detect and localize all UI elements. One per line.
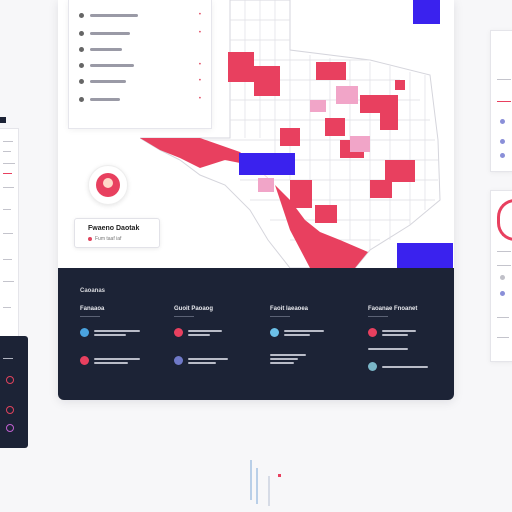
target-icon bbox=[368, 328, 377, 337]
list-item-badge: • bbox=[198, 12, 201, 18]
footer-link[interactable] bbox=[270, 354, 306, 364]
footer-link[interactable] bbox=[368, 328, 416, 337]
list-item-icon bbox=[79, 96, 84, 102]
list-item[interactable]: • bbox=[79, 94, 201, 104]
list-item[interactable]: • bbox=[79, 76, 201, 86]
county-fills-highlight bbox=[239, 153, 453, 268]
footer-title: Caoanas bbox=[80, 288, 106, 294]
list-item-badge: • bbox=[198, 96, 201, 102]
record-icon[interactable] bbox=[6, 376, 14, 384]
list-item[interactable]: • bbox=[79, 60, 201, 70]
bottom-mark bbox=[268, 476, 270, 506]
footer-column-1: Fanaaoa bbox=[80, 306, 170, 365]
footer-link[interactable] bbox=[80, 356, 140, 365]
list-item-badge: • bbox=[198, 78, 201, 84]
list-item-icon bbox=[79, 12, 84, 18]
footer-column-heading: Faoit laeaoea bbox=[270, 306, 309, 312]
list-item-icon bbox=[79, 78, 84, 84]
station-list-panel: • • • • • bbox=[68, 0, 212, 129]
bottom-mark bbox=[250, 460, 252, 500]
link-icon bbox=[368, 362, 377, 371]
avatar-icon bbox=[96, 173, 120, 197]
footer-column-3: Faoit laeaoea bbox=[270, 306, 360, 364]
cloud-icon bbox=[270, 328, 279, 337]
left-edge-marker bbox=[0, 117, 6, 123]
lock-icon[interactable] bbox=[6, 424, 14, 432]
list-item-icon bbox=[79, 46, 84, 52]
texas-county-map bbox=[140, 0, 453, 268]
county-fills-pink bbox=[258, 86, 370, 192]
footer-link[interactable] bbox=[174, 356, 228, 365]
footer-column-heading: Fanaaoa bbox=[80, 306, 105, 312]
footer-link[interactable] bbox=[368, 362, 428, 371]
left-dark-panel bbox=[0, 336, 28, 448]
profile-title: Fwaeno Daotak bbox=[88, 225, 140, 232]
settings-icon bbox=[174, 356, 183, 365]
info-icon bbox=[80, 328, 89, 337]
footer-panel: Caoanas Fanaaoa Guoit Paoaog Faoit laeao… bbox=[58, 268, 454, 400]
footer-column-heading: Faoanae Fnoanet bbox=[368, 306, 418, 312]
footer-link[interactable] bbox=[80, 328, 140, 337]
footer-column-2: Guoit Paoaog bbox=[174, 306, 264, 365]
list-item-badge: • bbox=[198, 30, 201, 36]
bottom-mark bbox=[256, 468, 258, 504]
right-side-panel-bottom bbox=[490, 190, 512, 362]
list-item-icon bbox=[79, 30, 84, 36]
footer-link[interactable] bbox=[174, 328, 222, 337]
profile-label-card: Fwaeno Daotak Fum taaf iaf bbox=[74, 218, 160, 248]
right-side-panel-top bbox=[490, 30, 512, 172]
list-item-badge: • bbox=[198, 62, 201, 68]
pin-icon bbox=[174, 328, 183, 337]
status-dot-icon bbox=[88, 237, 92, 241]
footer-column-4: Faoanae Fnoanet bbox=[368, 306, 458, 371]
camera-icon[interactable] bbox=[6, 406, 14, 414]
left-side-panel bbox=[0, 128, 19, 340]
alert-icon bbox=[80, 356, 89, 365]
top-highlight-block bbox=[413, 0, 440, 24]
list-item-icon bbox=[79, 62, 84, 68]
list-item[interactable]: • bbox=[79, 28, 201, 38]
footer-column-heading: Guoit Paoaog bbox=[174, 306, 213, 312]
profile-subtitle: Fum taaf iaf bbox=[88, 236, 121, 242]
list-item[interactable]: • bbox=[79, 10, 201, 20]
footer-link[interactable] bbox=[270, 328, 324, 337]
bottom-dot bbox=[278, 474, 281, 477]
footer-link[interactable] bbox=[368, 348, 408, 350]
user-avatar[interactable] bbox=[88, 165, 128, 205]
list-item[interactable] bbox=[79, 44, 201, 54]
county-fills-red bbox=[140, 52, 415, 268]
